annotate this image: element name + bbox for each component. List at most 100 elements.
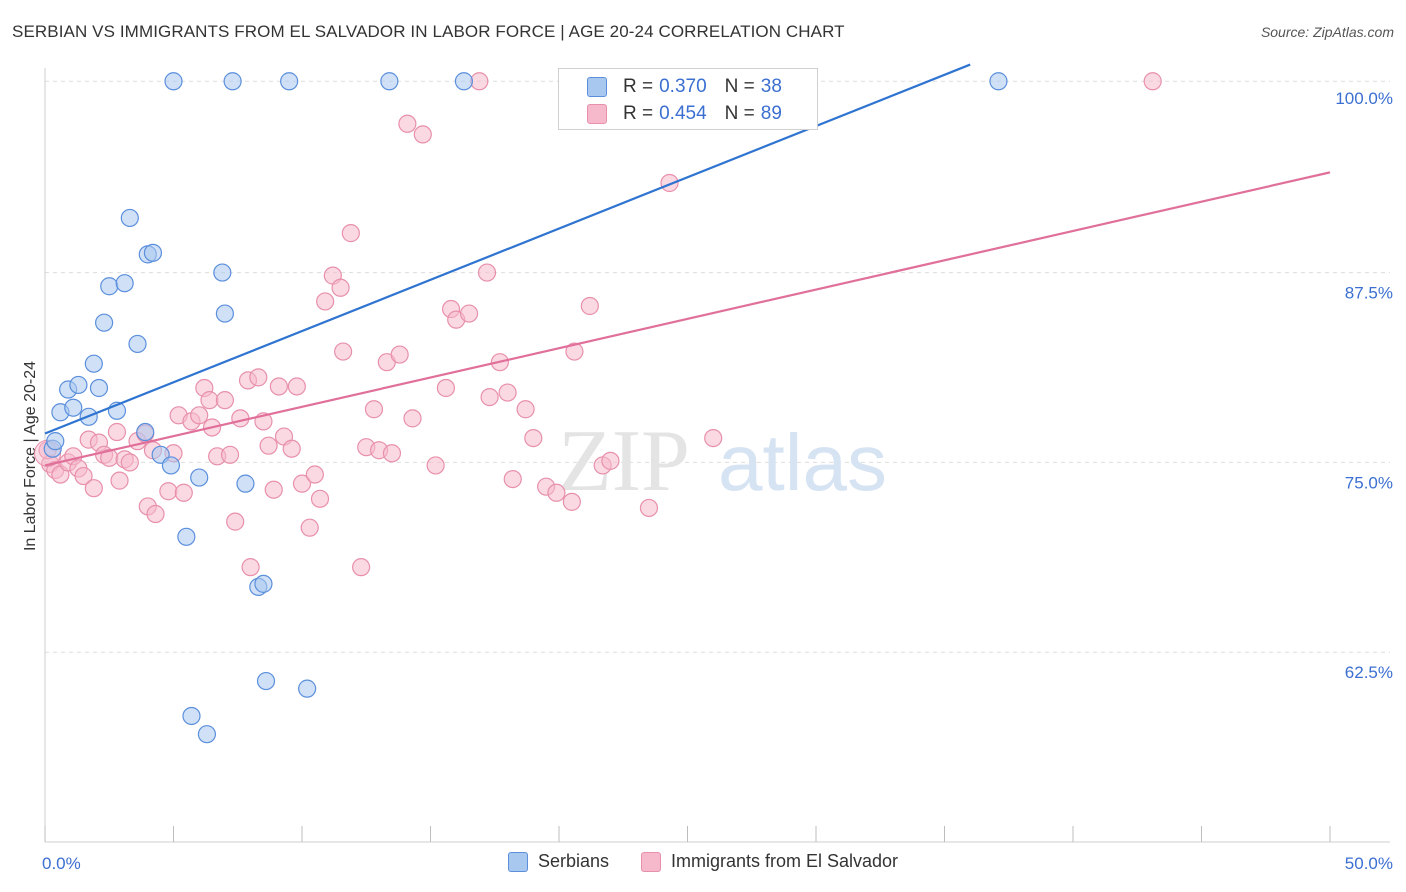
salvador-point[interactable] bbox=[174, 483, 193, 502]
salvador-point[interactable] bbox=[352, 558, 371, 577]
serbian-point[interactable] bbox=[100, 277, 119, 296]
serbian-point[interactable] bbox=[190, 468, 209, 487]
salvador-point[interactable] bbox=[382, 444, 402, 463]
salvador-point[interactable] bbox=[601, 451, 620, 470]
salvador-point[interactable] bbox=[84, 479, 103, 498]
y-tick-label: 75.0% bbox=[1345, 473, 1393, 492]
salvador-point[interactable] bbox=[390, 345, 409, 364]
serbian-point[interactable] bbox=[177, 527, 196, 546]
serbian-point[interactable] bbox=[89, 378, 109, 398]
serbian-point[interactable] bbox=[115, 274, 134, 293]
salvador-point[interactable] bbox=[436, 378, 456, 398]
serbian-point[interactable] bbox=[223, 72, 242, 91]
salvador-point[interactable] bbox=[459, 304, 479, 323]
salvador-point[interactable] bbox=[220, 445, 240, 464]
n-value: 38 bbox=[760, 76, 782, 97]
serbian-point[interactable] bbox=[215, 304, 234, 323]
legend-item-salvador[interactable]: Immigrants from El Salvador bbox=[640, 851, 899, 872]
salvador-point[interactable] bbox=[215, 391, 234, 410]
salvador-point[interactable] bbox=[334, 342, 353, 361]
serbian-point[interactable] bbox=[136, 422, 155, 442]
serbian-point[interactable] bbox=[213, 263, 232, 282]
salvador-points bbox=[34, 72, 1162, 577]
y-axis-label: In Labor Force | Age 20-24 bbox=[22, 361, 39, 551]
serbian-point[interactable] bbox=[254, 574, 273, 593]
salvador-point[interactable] bbox=[524, 428, 543, 448]
salvador-point[interactable] bbox=[364, 400, 384, 419]
r-label: R = bbox=[623, 103, 654, 124]
salvador-point[interactable] bbox=[200, 391, 219, 410]
salvador-point[interactable] bbox=[704, 428, 723, 448]
salvador-point[interactable] bbox=[300, 518, 319, 537]
serbian-point[interactable] bbox=[280, 72, 299, 91]
serbian-point[interactable] bbox=[298, 679, 317, 698]
salvador-point[interactable] bbox=[120, 453, 139, 472]
salvador-point[interactable] bbox=[398, 114, 417, 133]
salvador-point[interactable] bbox=[331, 278, 350, 297]
salvador-point[interactable] bbox=[580, 296, 599, 316]
salvador-point[interactable] bbox=[562, 492, 581, 511]
r-value: 0.370 bbox=[659, 76, 707, 97]
legend-label-serbians: Serbians bbox=[537, 851, 609, 871]
salvador-point[interactable] bbox=[316, 292, 335, 311]
salvador-point[interactable] bbox=[565, 342, 584, 361]
salvador-point[interactable] bbox=[516, 400, 535, 419]
salvador-point[interactable] bbox=[110, 471, 129, 490]
salvador-point[interactable] bbox=[480, 387, 499, 407]
salvador-point[interactable] bbox=[403, 409, 422, 428]
serbian-point[interactable] bbox=[143, 243, 163, 262]
salvador-point[interactable] bbox=[498, 383, 517, 402]
salvador-point[interactable] bbox=[159, 482, 178, 501]
salvador-point[interactable] bbox=[249, 368, 268, 387]
serbian-point[interactable] bbox=[197, 725, 217, 744]
salvador-point[interactable] bbox=[226, 512, 245, 531]
salvador-point[interactable] bbox=[310, 489, 330, 508]
serbian-point[interactable] bbox=[989, 72, 1008, 91]
salvador-point[interactable] bbox=[146, 504, 165, 524]
serbian-point[interactable] bbox=[182, 706, 201, 726]
serbian-point[interactable] bbox=[380, 72, 399, 91]
salvador-point[interactable] bbox=[190, 406, 209, 425]
salvador-point[interactable] bbox=[1143, 72, 1162, 91]
salvador-point[interactable] bbox=[413, 125, 432, 144]
serbian-point[interactable] bbox=[236, 474, 255, 493]
serbian-point[interactable] bbox=[454, 72, 474, 91]
serbian-point[interactable] bbox=[95, 313, 114, 332]
salvador-point[interactable] bbox=[341, 224, 360, 243]
x-tick-labels: 0.0% 50.0% bbox=[42, 854, 1393, 873]
salvador-point[interactable] bbox=[74, 466, 93, 486]
salvador-point[interactable] bbox=[269, 377, 288, 396]
serbian-point[interactable] bbox=[164, 72, 183, 91]
salvador-point[interactable] bbox=[547, 483, 566, 502]
serbian-point[interactable] bbox=[161, 456, 181, 475]
source-label: Source: ZipAtlas.com bbox=[1260, 24, 1394, 40]
salvador-point[interactable] bbox=[292, 474, 312, 493]
y-tick-labels: 62.5% 75.0% 87.5% 100.0% bbox=[1335, 89, 1393, 682]
salvador-point[interactable] bbox=[287, 377, 306, 396]
serbian-point[interactable] bbox=[69, 375, 88, 395]
salvador-point[interactable] bbox=[231, 409, 250, 428]
serbian-points bbox=[43, 72, 1008, 744]
salvador-point[interactable] bbox=[241, 558, 260, 577]
salvador-point[interactable] bbox=[107, 422, 127, 442]
salvador-point[interactable] bbox=[259, 436, 278, 455]
n-label: N = bbox=[724, 76, 755, 97]
serbian-point[interactable] bbox=[120, 208, 139, 228]
salvador-point[interactable] bbox=[305, 465, 324, 484]
salvador-point[interactable] bbox=[639, 498, 659, 518]
serbian-point[interactable] bbox=[84, 354, 103, 373]
legend-item-serbians[interactable]: Serbians bbox=[507, 851, 609, 872]
salvador-point[interactable] bbox=[503, 469, 522, 489]
salvador-point[interactable] bbox=[477, 263, 497, 282]
serbian-point[interactable] bbox=[256, 671, 276, 691]
y-tick-label: 87.5% bbox=[1345, 284, 1393, 303]
salvador-swatch bbox=[587, 104, 607, 124]
salvador-point[interactable] bbox=[426, 456, 445, 475]
salvador-point[interactable] bbox=[282, 439, 301, 458]
serbian-point[interactable] bbox=[46, 432, 65, 451]
legend-label-salvador: Immigrants from El Salvador bbox=[670, 851, 899, 871]
salvador-point[interactable] bbox=[264, 480, 283, 499]
serbian-point[interactable] bbox=[64, 398, 83, 417]
serbian-point[interactable] bbox=[128, 334, 147, 354]
salvador-point[interactable] bbox=[470, 72, 489, 91]
